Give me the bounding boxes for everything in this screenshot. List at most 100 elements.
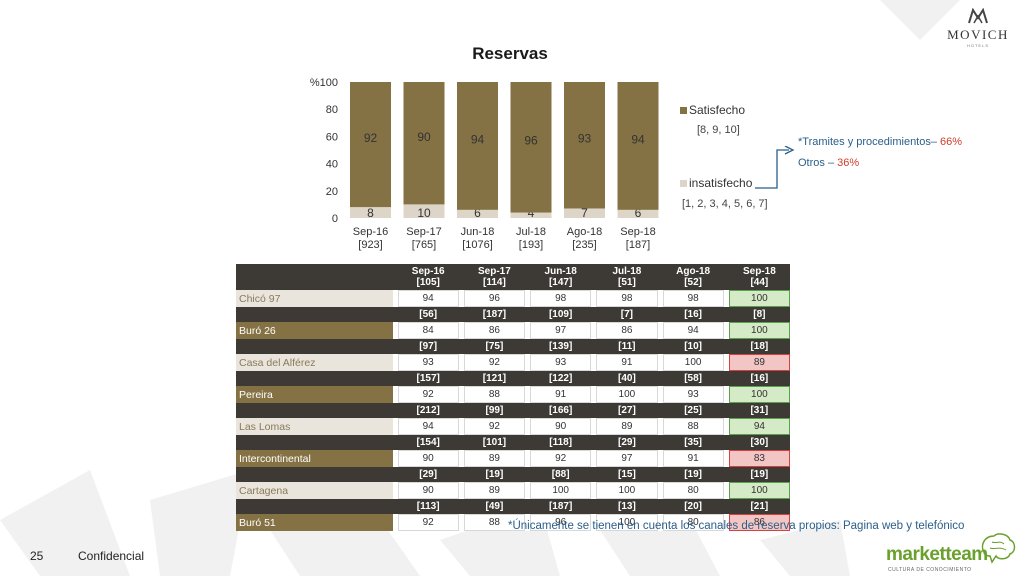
count-row: [212] [99] [166] [27] [25] [31] — [236, 403, 790, 418]
value-cell: 90 — [397, 482, 459, 499]
value-gap — [458, 322, 464, 339]
value-gap — [392, 290, 398, 307]
y-tick-label: %100 — [310, 77, 338, 89]
table-row: Casa del Alférez 93 92 93 91 100 89 — [236, 354, 790, 371]
count-row: [29] [19] [88] [15] [19] [19] — [236, 467, 790, 482]
count-gap — [657, 467, 663, 482]
count-cell: [19] — [463, 467, 526, 482]
value-gap — [723, 322, 729, 339]
column-header-count: [51] — [617, 277, 636, 288]
header-gap — [458, 264, 464, 290]
column-header-count: [114] — [483, 277, 506, 288]
value-gap — [723, 386, 729, 403]
value-cell: 86 — [728, 514, 790, 531]
value-gap — [458, 418, 464, 435]
brain-icon — [981, 533, 1016, 564]
data-label-insatisfecho: 10 — [417, 206, 431, 220]
value-gap — [392, 514, 398, 531]
x-tick-count: [923] — [358, 239, 382, 251]
bar-satisfecho — [510, 82, 552, 213]
count-cell: [58] — [662, 371, 724, 386]
count-cell: [56] — [397, 307, 459, 322]
value-cell: 92 — [530, 450, 592, 467]
value-gap — [525, 354, 531, 371]
data-label-satisfecho: 93 — [578, 132, 592, 146]
count-gap — [458, 307, 464, 322]
value-cell: 88 — [463, 386, 526, 403]
count-row: [56] [187] [109] [7] [16] [8] — [236, 307, 790, 322]
x-tick-count: [765] — [412, 239, 436, 251]
value-cell: 83 — [728, 450, 790, 467]
value-gap — [458, 450, 464, 467]
value-gap — [392, 354, 398, 371]
header-gap — [525, 264, 531, 290]
value-gap — [525, 450, 531, 467]
row-label: Buró 51 — [236, 514, 393, 531]
count-cell: [118] — [530, 435, 592, 450]
row-label: Chicó 97 — [236, 290, 393, 307]
value-cell: 100 — [728, 322, 790, 339]
value-cell: 100 — [596, 514, 658, 531]
column-header: Jul-18 [51] — [596, 264, 658, 290]
side-note-otros-label: Otros – — [798, 157, 838, 169]
legend-label-satisfecho: Satisfecho — [689, 103, 746, 117]
row-label: Pereira — [236, 386, 393, 403]
count-cell: [27] — [596, 403, 658, 418]
count-cell: [157] — [397, 371, 459, 386]
side-note-tramites: *Tramites y procedimientos– 66% — [798, 136, 962, 148]
value-gap — [657, 514, 663, 531]
value-gap — [525, 290, 531, 307]
value-cell: 94 — [728, 418, 790, 435]
value-cell: 80 — [662, 514, 724, 531]
value-gap — [392, 322, 398, 339]
value-cell: 100 — [728, 290, 790, 307]
count-row: [113] [49] [187] [13] [20] [21] — [236, 499, 790, 514]
value-cell: 92 — [463, 418, 526, 435]
count-row-label — [236, 339, 393, 354]
x-tick-label: Sep-16 — [353, 226, 388, 238]
bar-satisfecho — [403, 82, 445, 205]
count-row: [154] [101] [118] [29] [35] [30] — [236, 435, 790, 450]
marketteam-logo: marketteam CULTURA DE CONOCIMIENTO — [882, 530, 1022, 574]
column-header: Jun-18 [147] — [530, 264, 592, 290]
count-cell: [19] — [662, 467, 724, 482]
x-tick-label: Ago-18 — [567, 226, 602, 238]
count-gap — [723, 339, 729, 354]
value-gap — [591, 450, 597, 467]
legend-swatch-insatisfecho — [680, 180, 687, 187]
value-gap — [591, 386, 597, 403]
value-cell: 100 — [596, 386, 658, 403]
count-row-label — [236, 307, 393, 322]
confidential-label: Confidencial — [78, 549, 145, 563]
y-tick-label: 0 — [332, 213, 338, 225]
table-row: Buró 26 84 86 97 86 94 100 — [236, 322, 790, 339]
count-gap — [392, 403, 398, 418]
column-header-label: Sep-18 — [742, 266, 776, 277]
legend-label-insatisfecho: insatisfecho — [689, 176, 753, 190]
value-cell: 98 — [596, 290, 658, 307]
count-gap — [723, 435, 729, 450]
value-gap — [392, 418, 398, 435]
count-cell: [30] — [728, 435, 790, 450]
legend-range-insatisfecho: [1, 2, 3, 4, 5, 6, 7] — [682, 198, 768, 210]
count-cell: [154] — [397, 435, 459, 450]
value-gap — [525, 482, 531, 499]
count-row-label — [236, 467, 393, 482]
footnote: *Únicamente se tienen en cuenta los cana… — [508, 520, 965, 532]
value-gap — [591, 514, 597, 531]
count-cell: [121] — [463, 371, 526, 386]
chart-title: Reservas — [472, 44, 548, 63]
value-cell: 98 — [530, 290, 592, 307]
marketteam-subtitle: CULTURA DE CONOCIMIENTO — [888, 567, 972, 573]
header-gap — [657, 264, 663, 290]
value-gap — [525, 514, 531, 531]
value-gap — [657, 418, 663, 435]
data-label-satisfecho: 92 — [364, 131, 378, 145]
count-gap — [458, 499, 464, 514]
side-note-otros-pct: 36% — [837, 157, 860, 169]
value-gap — [657, 290, 663, 307]
x-tick-count: [193] — [519, 239, 543, 251]
count-gap — [525, 467, 531, 482]
page-number: 25 — [30, 549, 44, 563]
value-cell: 89 — [463, 482, 526, 499]
